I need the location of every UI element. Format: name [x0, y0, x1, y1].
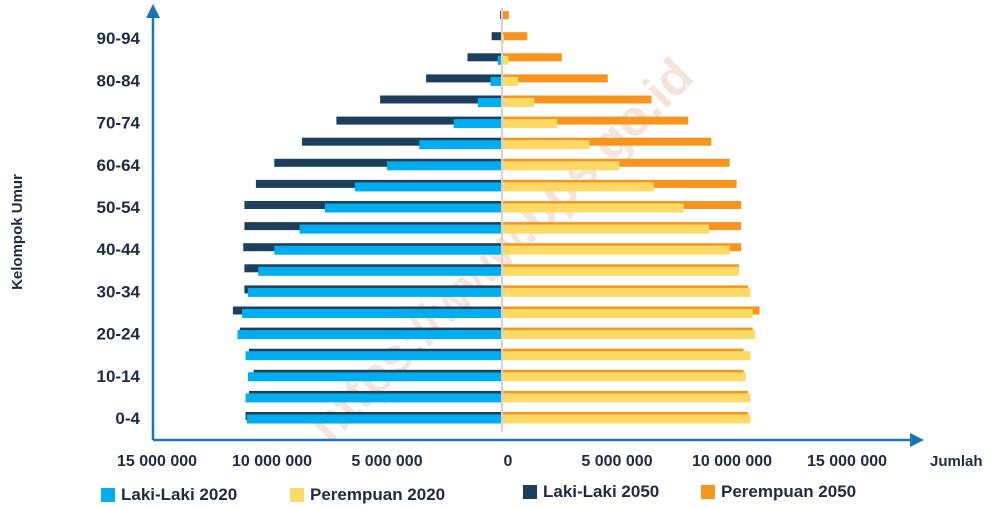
bar-laki-laki-2020-20-24	[237, 330, 502, 340]
legend-label-laki-laki-2050: Laki-Laki 2050	[543, 482, 660, 501]
x-axis-title: Jumlah	[930, 453, 983, 470]
bar-perempuan-2020-75-79	[502, 98, 535, 107]
bar-laki-laki-2050-75-79	[380, 95, 502, 104]
bar-perempuan-2020-10-14	[502, 372, 746, 382]
bars-group	[232, 8, 760, 432]
legend-swatch-perempuan-2050	[701, 485, 715, 499]
legend-swatch-laki-laki-2020	[101, 488, 115, 502]
legend-item-laki-laki-2050: Laki-Laki 2050	[523, 482, 659, 502]
bar-laki-laki-2020-60-64	[387, 161, 502, 171]
axes-group	[146, 4, 924, 447]
x-tick-label-6: 15 000 000	[807, 453, 887, 470]
bar-perempuan-2020-20-24	[502, 330, 755, 340]
bar-laki-laki-2020-35-39	[258, 266, 502, 276]
bar-perempuan-2050-95	[502, 11, 509, 20]
legend-label-perempuan-2050: Perempuan 2050	[721, 482, 857, 501]
bar-perempuan-2020-40-44	[502, 245, 730, 255]
bar-laki-laki-2050-90-94	[491, 32, 502, 41]
y-tick-label-40-44: 40-44	[97, 240, 141, 259]
y-tick-label-60-64: 60-64	[97, 156, 141, 175]
bar-perempuan-2050-90-94	[502, 32, 528, 41]
bar-perempuan-2050-75-79	[502, 95, 652, 104]
bar-perempuan-2020-65-69	[502, 140, 590, 150]
x-tick-label-4: 5 000 000	[581, 453, 652, 470]
bar-perempuan-2020-25-29	[502, 309, 753, 318]
bar-laki-laki-2050-70-74	[336, 116, 502, 125]
bar-laki-laki-2020-70-74	[453, 119, 502, 129]
bar-perempuan-2020-85-89	[502, 55, 509, 65]
x-tick-labels: 15 000 000 10 000 000 5 000 000 0 5 000 000 1…	[117, 453, 887, 470]
bar-laki-laki-2020-40-44	[274, 245, 502, 255]
bar-perempuan-2020-35-39	[502, 266, 739, 276]
bar-laki-laki-2020-30-34	[247, 287, 502, 297]
bar-perempuan-2020-70-74	[502, 119, 558, 129]
y-tick-label-70-74: 70-74	[97, 114, 141, 133]
bar-perempuan-2050-80-84	[502, 74, 608, 83]
bar-laki-laki-2020-55-59	[354, 182, 502, 192]
legend-label-laki-laki-2020: Laki-Laki 2020	[121, 485, 238, 504]
bar-laki-laki-2020-15-19	[245, 351, 503, 361]
bar-perempuan-2020-60-64	[502, 161, 620, 171]
bar-perempuan-2020-50-54	[502, 203, 684, 213]
bar-perempuan-2020-5-9	[502, 393, 751, 403]
bar-perempuan-2020-80-84	[502, 76, 519, 86]
legend-swatch-perempuan-2020	[290, 488, 304, 502]
bar-laki-laki-2020-5-9	[245, 393, 503, 403]
bar-perempuan-2020-55-59	[502, 182, 654, 192]
bar-perempuan-2050-65-69	[502, 137, 712, 146]
legend-item-perempuan-2050: Perempuan 2050	[701, 482, 856, 502]
y-axis-title: Kelompok Umur	[9, 174, 26, 290]
bar-laki-laki-2050-85-89	[467, 53, 502, 62]
y-tick-label-0-4: 0-4	[115, 409, 140, 428]
y-tick-label-50-54: 50-54	[97, 198, 141, 217]
legend-label-perempuan-2020: Perempuan 2020	[310, 485, 446, 504]
legend-item-laki-laki-2020: Laki-Laki 2020	[101, 485, 237, 505]
bar-perempuan-2020-30-34	[502, 287, 751, 297]
bar-perempuan-2020-45-49	[502, 224, 709, 234]
bar-laki-laki-2020-10-14	[247, 372, 502, 382]
bar-perempuan-2050-85-89	[502, 53, 562, 62]
y-tick-label-10-14: 10-14	[97, 367, 141, 386]
x-tick-label-5: 10 000 000	[692, 453, 772, 470]
legend-swatch-laki-laki-2050	[523, 485, 537, 499]
bar-laki-laki-2050-65-69	[301, 137, 502, 146]
x-tick-label-1: 10 000 000	[232, 453, 312, 470]
bar-laki-laki-2020-50-54	[324, 203, 502, 213]
y-tick-label-30-34: 30-34	[97, 282, 141, 301]
bar-perempuan-2020-15-19	[502, 351, 751, 361]
bar-laki-laki-2020-0-4	[246, 414, 502, 424]
bar-laki-laki-2020-45-49	[299, 224, 502, 234]
bar-laki-laki-2020-75-79	[477, 98, 502, 107]
bar-laki-laki-2020-80-84	[490, 76, 502, 86]
bar-laki-laki-2020-25-29	[242, 309, 502, 318]
bar-laki-laki-2020-85-89	[497, 55, 502, 65]
y-tick-label-90-94: 90-94	[97, 29, 141, 48]
legend-item-perempuan-2020: Perempuan 2020	[290, 485, 445, 505]
x-axis-arrowhead	[910, 433, 924, 447]
bar-laki-laki-2050-80-84	[426, 74, 502, 83]
x-tick-label-2: 5 000 000	[351, 453, 422, 470]
bar-laki-laki-2020-65-69	[419, 140, 502, 150]
x-tick-label-0: 15 000 000	[117, 453, 197, 470]
y-tick-labels: 0-4 10-14 20-24 30-34 40-44 50-54 60-64 70-74 80…	[97, 29, 141, 428]
bar-perempuan-2020-0-4	[502, 414, 751, 424]
y-axis-arrowhead	[146, 4, 160, 18]
x-tick-label-3: 0	[504, 453, 513, 470]
y-tick-label-20-24: 20-24	[97, 325, 141, 344]
y-tick-label-80-84: 80-84	[97, 71, 141, 90]
bar-perempuan-2050-70-74	[502, 116, 689, 125]
